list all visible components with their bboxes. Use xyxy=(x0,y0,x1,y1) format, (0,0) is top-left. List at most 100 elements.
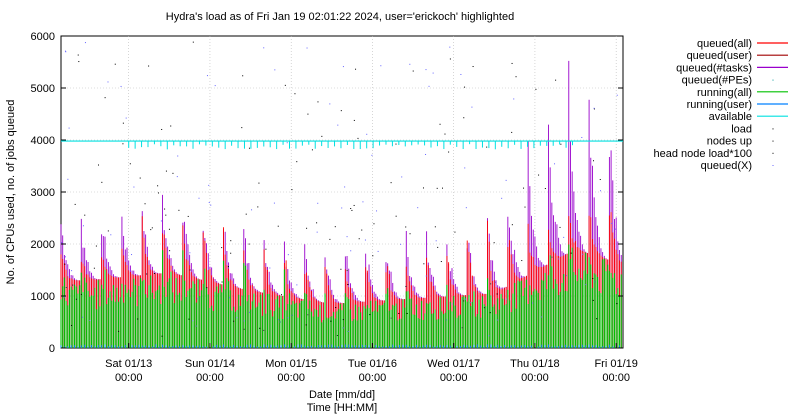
load-dot xyxy=(118,330,120,332)
x-axis-label-time: Time [HH:MM] xyxy=(307,402,377,414)
load-dot xyxy=(437,246,439,248)
queued-x-dot xyxy=(274,69,276,71)
load-dot xyxy=(317,101,319,103)
load-dot xyxy=(114,63,116,65)
load-dot xyxy=(296,161,298,163)
queued-x-dot xyxy=(464,298,466,300)
queued-x-dot xyxy=(208,184,210,186)
load-dot xyxy=(369,314,371,316)
y-tick-label: 3000 xyxy=(31,187,55,199)
x-tick-label-date: Sun 01/14 xyxy=(185,358,235,370)
load-dot xyxy=(334,226,336,228)
legend-label: queued(user) xyxy=(687,50,752,62)
legend-label: running(all) xyxy=(697,87,752,99)
load-dot xyxy=(148,65,150,67)
load-dot xyxy=(241,127,243,129)
load-dot xyxy=(311,149,313,151)
y-tick-label: 4000 xyxy=(31,135,55,147)
load-dot xyxy=(454,231,456,233)
queued-x-dot xyxy=(68,127,70,129)
queued-x-dot xyxy=(563,236,565,238)
y-tick-label: 6000 xyxy=(31,31,55,43)
load-dot xyxy=(187,215,189,217)
load-dot xyxy=(342,319,344,321)
queued-x-dot xyxy=(362,201,364,203)
queued-x-dot xyxy=(195,325,197,327)
load-dot xyxy=(77,54,79,56)
load-dot xyxy=(169,250,171,252)
load-dot xyxy=(412,70,414,72)
x-tick-label-time: 00:00 xyxy=(277,372,305,384)
load-dot xyxy=(511,131,513,133)
load-dot xyxy=(137,318,139,320)
load-dot xyxy=(329,238,331,240)
queued-x-dot xyxy=(189,252,191,254)
load-dot xyxy=(461,327,463,329)
load-dot xyxy=(263,329,265,331)
load-dot xyxy=(551,256,553,258)
load-dot xyxy=(258,182,260,184)
load-dot xyxy=(351,209,353,211)
load-dot xyxy=(284,84,286,86)
load-dot xyxy=(373,223,375,225)
queued-x-dot xyxy=(64,256,66,258)
load-dot xyxy=(472,66,474,68)
legend-label: nodes up xyxy=(707,136,752,148)
load-dot xyxy=(165,214,167,216)
load-dot xyxy=(104,97,106,99)
legend-label: head node load*100 xyxy=(654,148,752,160)
queued-x-dot xyxy=(494,281,496,283)
load-dot xyxy=(336,335,338,337)
queued-x-dot xyxy=(278,319,280,321)
legend-swatch-dot xyxy=(772,140,774,142)
load-dot xyxy=(161,128,163,130)
load-dot xyxy=(395,215,397,217)
load-dot xyxy=(248,243,250,245)
queued-x-dot xyxy=(513,98,515,100)
load-dot xyxy=(405,285,407,287)
load-dot xyxy=(242,75,244,77)
gridlines xyxy=(61,36,623,348)
queued-x-dot xyxy=(269,267,271,269)
load-dot xyxy=(535,88,537,90)
queued-x-dot xyxy=(364,239,366,241)
legend-label: available xyxy=(709,111,752,123)
queued-x-dot xyxy=(401,176,403,178)
load-dot xyxy=(599,179,601,181)
load-dot xyxy=(524,206,526,208)
x-tick-label-time: 00:00 xyxy=(440,372,468,384)
queued-x-dot xyxy=(160,220,162,222)
queued-x-dot xyxy=(377,250,379,252)
queued-x-dot xyxy=(63,296,65,298)
load-dot xyxy=(616,303,618,305)
load-dot xyxy=(321,135,323,137)
queued-x-dot xyxy=(541,316,543,318)
legend-label: queued(X) xyxy=(701,160,752,172)
plot-area xyxy=(60,35,624,349)
queued-x-dot xyxy=(243,320,245,322)
legend-label: load xyxy=(731,123,752,135)
load-dot xyxy=(227,266,229,268)
queued-x-dot xyxy=(371,154,373,156)
legend-label: running(user) xyxy=(687,99,752,111)
queued-x-dot xyxy=(131,254,133,256)
load-dot xyxy=(361,229,363,231)
load-dot xyxy=(346,270,348,272)
queued-x-dot xyxy=(409,63,411,65)
queued-x-dot xyxy=(346,236,348,238)
load-dot xyxy=(221,281,223,283)
load-dot xyxy=(259,327,261,329)
load-dot xyxy=(523,187,525,189)
queued-x-dot xyxy=(435,240,437,242)
load-dot xyxy=(189,269,191,271)
queued-x-dot xyxy=(464,167,466,169)
queued-x-dot xyxy=(249,311,251,313)
load-dot xyxy=(72,284,74,286)
load-dot xyxy=(206,287,208,289)
load-dot xyxy=(165,170,167,172)
load-dot xyxy=(281,294,283,296)
queued-x-dot xyxy=(208,202,210,204)
load-dot xyxy=(463,300,465,302)
load-dot xyxy=(422,187,424,189)
